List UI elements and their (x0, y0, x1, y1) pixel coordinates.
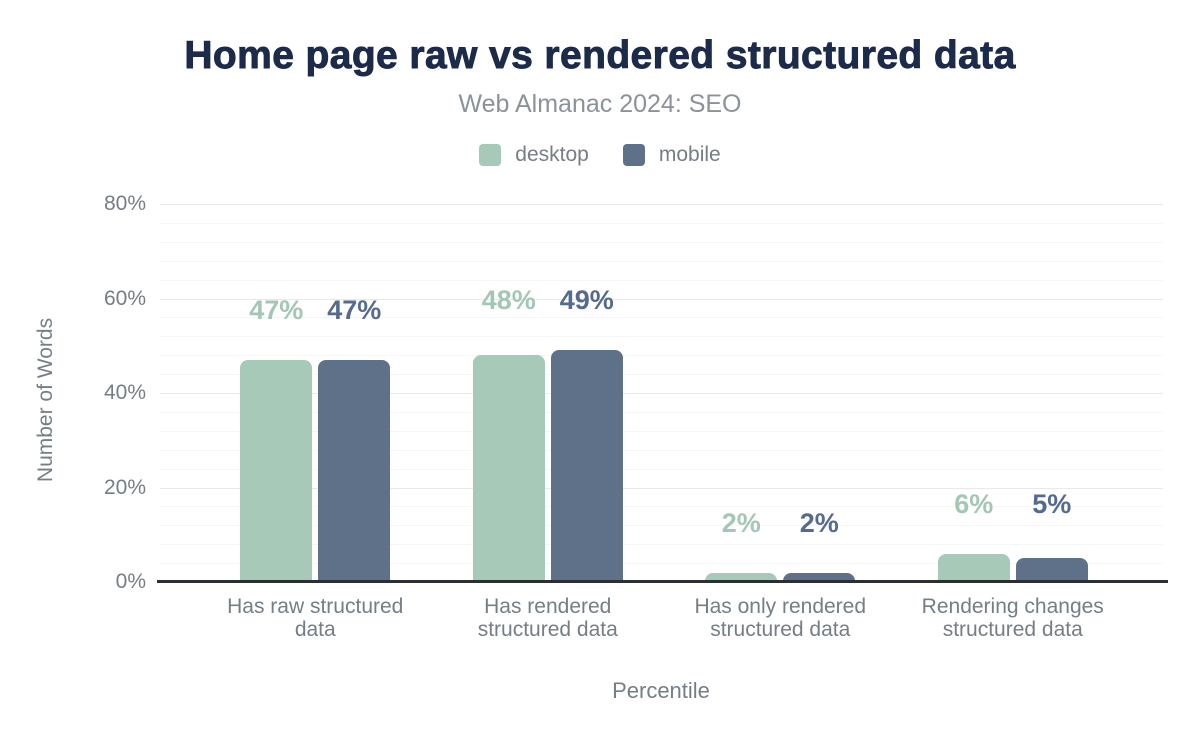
minor-gridline (160, 411, 1163, 413)
desktop-data-label: 2% (721, 507, 761, 538)
desktop-data-label: 48% (481, 285, 536, 316)
major-gridline (160, 298, 1163, 300)
mobile-bar (1015, 558, 1088, 582)
legend-item-desktop: desktop (479, 143, 589, 167)
y-tick-label: 60% (103, 286, 146, 310)
minor-gridline (160, 374, 1163, 376)
y-tick-label: 80% (103, 192, 146, 215)
minor-gridline (160, 563, 1163, 565)
minor-gridline (160, 222, 1163, 224)
legend-label-mobile: mobile (658, 143, 721, 166)
minor-gridline (160, 241, 1163, 243)
desktop-bar (240, 359, 313, 582)
mobile-bar (318, 359, 391, 582)
y-axis-title: Number of Words (34, 317, 57, 483)
chart-title: Home page raw vs rendered structured dat… (184, 34, 1016, 78)
legend-label-desktop: desktop (515, 143, 589, 166)
y-tick-label: 20% (103, 475, 146, 499)
category-label: Has rendered structured data (477, 595, 618, 641)
desktop-bar (937, 553, 1010, 582)
desktop-data-label: 47% (249, 294, 304, 325)
minor-gridline (160, 260, 1163, 262)
category-label: Rendering changes structured data (921, 595, 1104, 641)
minor-gridline (160, 449, 1163, 451)
category-label: Has only rendered structured data (694, 595, 867, 641)
minor-gridline (160, 468, 1163, 470)
mobile-bar (550, 350, 623, 582)
y-tick-label: 40% (103, 381, 146, 404)
x-axis-line (157, 580, 1168, 583)
category-label: Has raw structured data (227, 595, 404, 641)
legend: desktop mobile (0, 143, 1200, 167)
desktop-data-label: 6% (954, 488, 994, 519)
minor-gridline (160, 336, 1163, 338)
mobile-data-label: 2% (799, 507, 839, 538)
major-gridline (160, 487, 1163, 489)
x-axis-title: Percentile (612, 678, 710, 703)
mobile-bar (783, 572, 856, 582)
mobile-data-label: 47% (327, 294, 382, 325)
mobile-data-label: 5% (1032, 488, 1072, 519)
minor-gridline (160, 355, 1163, 357)
chart-subtitle: Web Almanac 2024: SEO (458, 90, 742, 118)
minor-gridline (160, 525, 1163, 527)
desktop-bar (472, 355, 545, 582)
desktop-swatch-icon (479, 144, 502, 166)
minor-gridline (160, 544, 1163, 546)
minor-gridline (160, 430, 1163, 432)
y-tick-label: 0% (115, 570, 146, 593)
minor-gridline (160, 317, 1163, 319)
mobile-swatch-icon (622, 144, 645, 166)
minor-gridline (160, 506, 1163, 508)
desktop-bar (705, 572, 778, 582)
major-gridline (160, 204, 1163, 205)
minor-gridline (160, 279, 1163, 281)
mobile-data-label: 49% (559, 285, 614, 316)
legend-item-mobile: mobile (622, 143, 721, 167)
major-gridline (160, 393, 1163, 394)
